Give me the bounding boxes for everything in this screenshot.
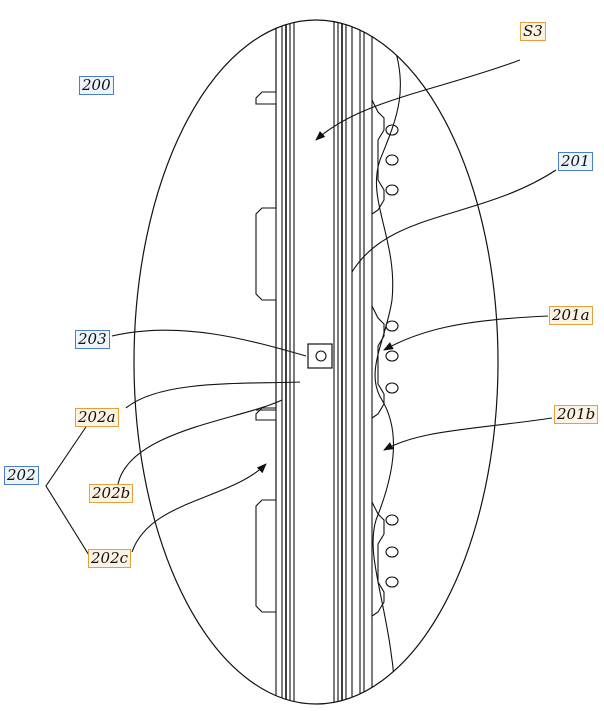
break-line	[372, 39, 401, 704]
hole	[385, 382, 399, 394]
hole	[385, 514, 399, 526]
leader-201	[351, 169, 557, 273]
label-201: 201	[558, 152, 593, 171]
label-202a: 202a	[75, 408, 119, 427]
leader-201a	[383, 315, 549, 351]
leader-202c	[131, 463, 267, 553]
label-202c: 202c	[88, 549, 132, 568]
leader-202a	[125, 381, 301, 409]
label-201b: 201b	[554, 405, 599, 424]
right-notched-profile	[371, 305, 385, 419]
label-200: 200	[79, 76, 114, 95]
hole	[385, 184, 399, 196]
label-202: 202	[4, 466, 39, 485]
left-stepped-profile	[255, 20, 277, 613]
hole	[385, 124, 399, 136]
right-notched-profile	[371, 99, 385, 215]
leader-203	[111, 329, 307, 357]
square-marker	[307, 343, 333, 369]
label-201a: 201a	[549, 306, 593, 325]
hole	[385, 546, 399, 558]
rail-structure	[255, 20, 401, 704]
hole	[385, 576, 399, 588]
leader-s3	[315, 59, 521, 141]
label-s3: S3	[520, 22, 546, 41]
hole	[385, 350, 399, 362]
right-notched-profile	[371, 501, 385, 617]
bracket-202	[45, 417, 93, 561]
leader-202b	[117, 399, 283, 485]
detail-oval	[133, 19, 499, 705]
hole	[385, 320, 399, 332]
marker-hole	[315, 350, 327, 362]
leader-201b	[383, 417, 553, 451]
hole	[385, 154, 399, 166]
label-203: 203	[75, 330, 110, 349]
label-202b: 202b	[89, 484, 134, 503]
